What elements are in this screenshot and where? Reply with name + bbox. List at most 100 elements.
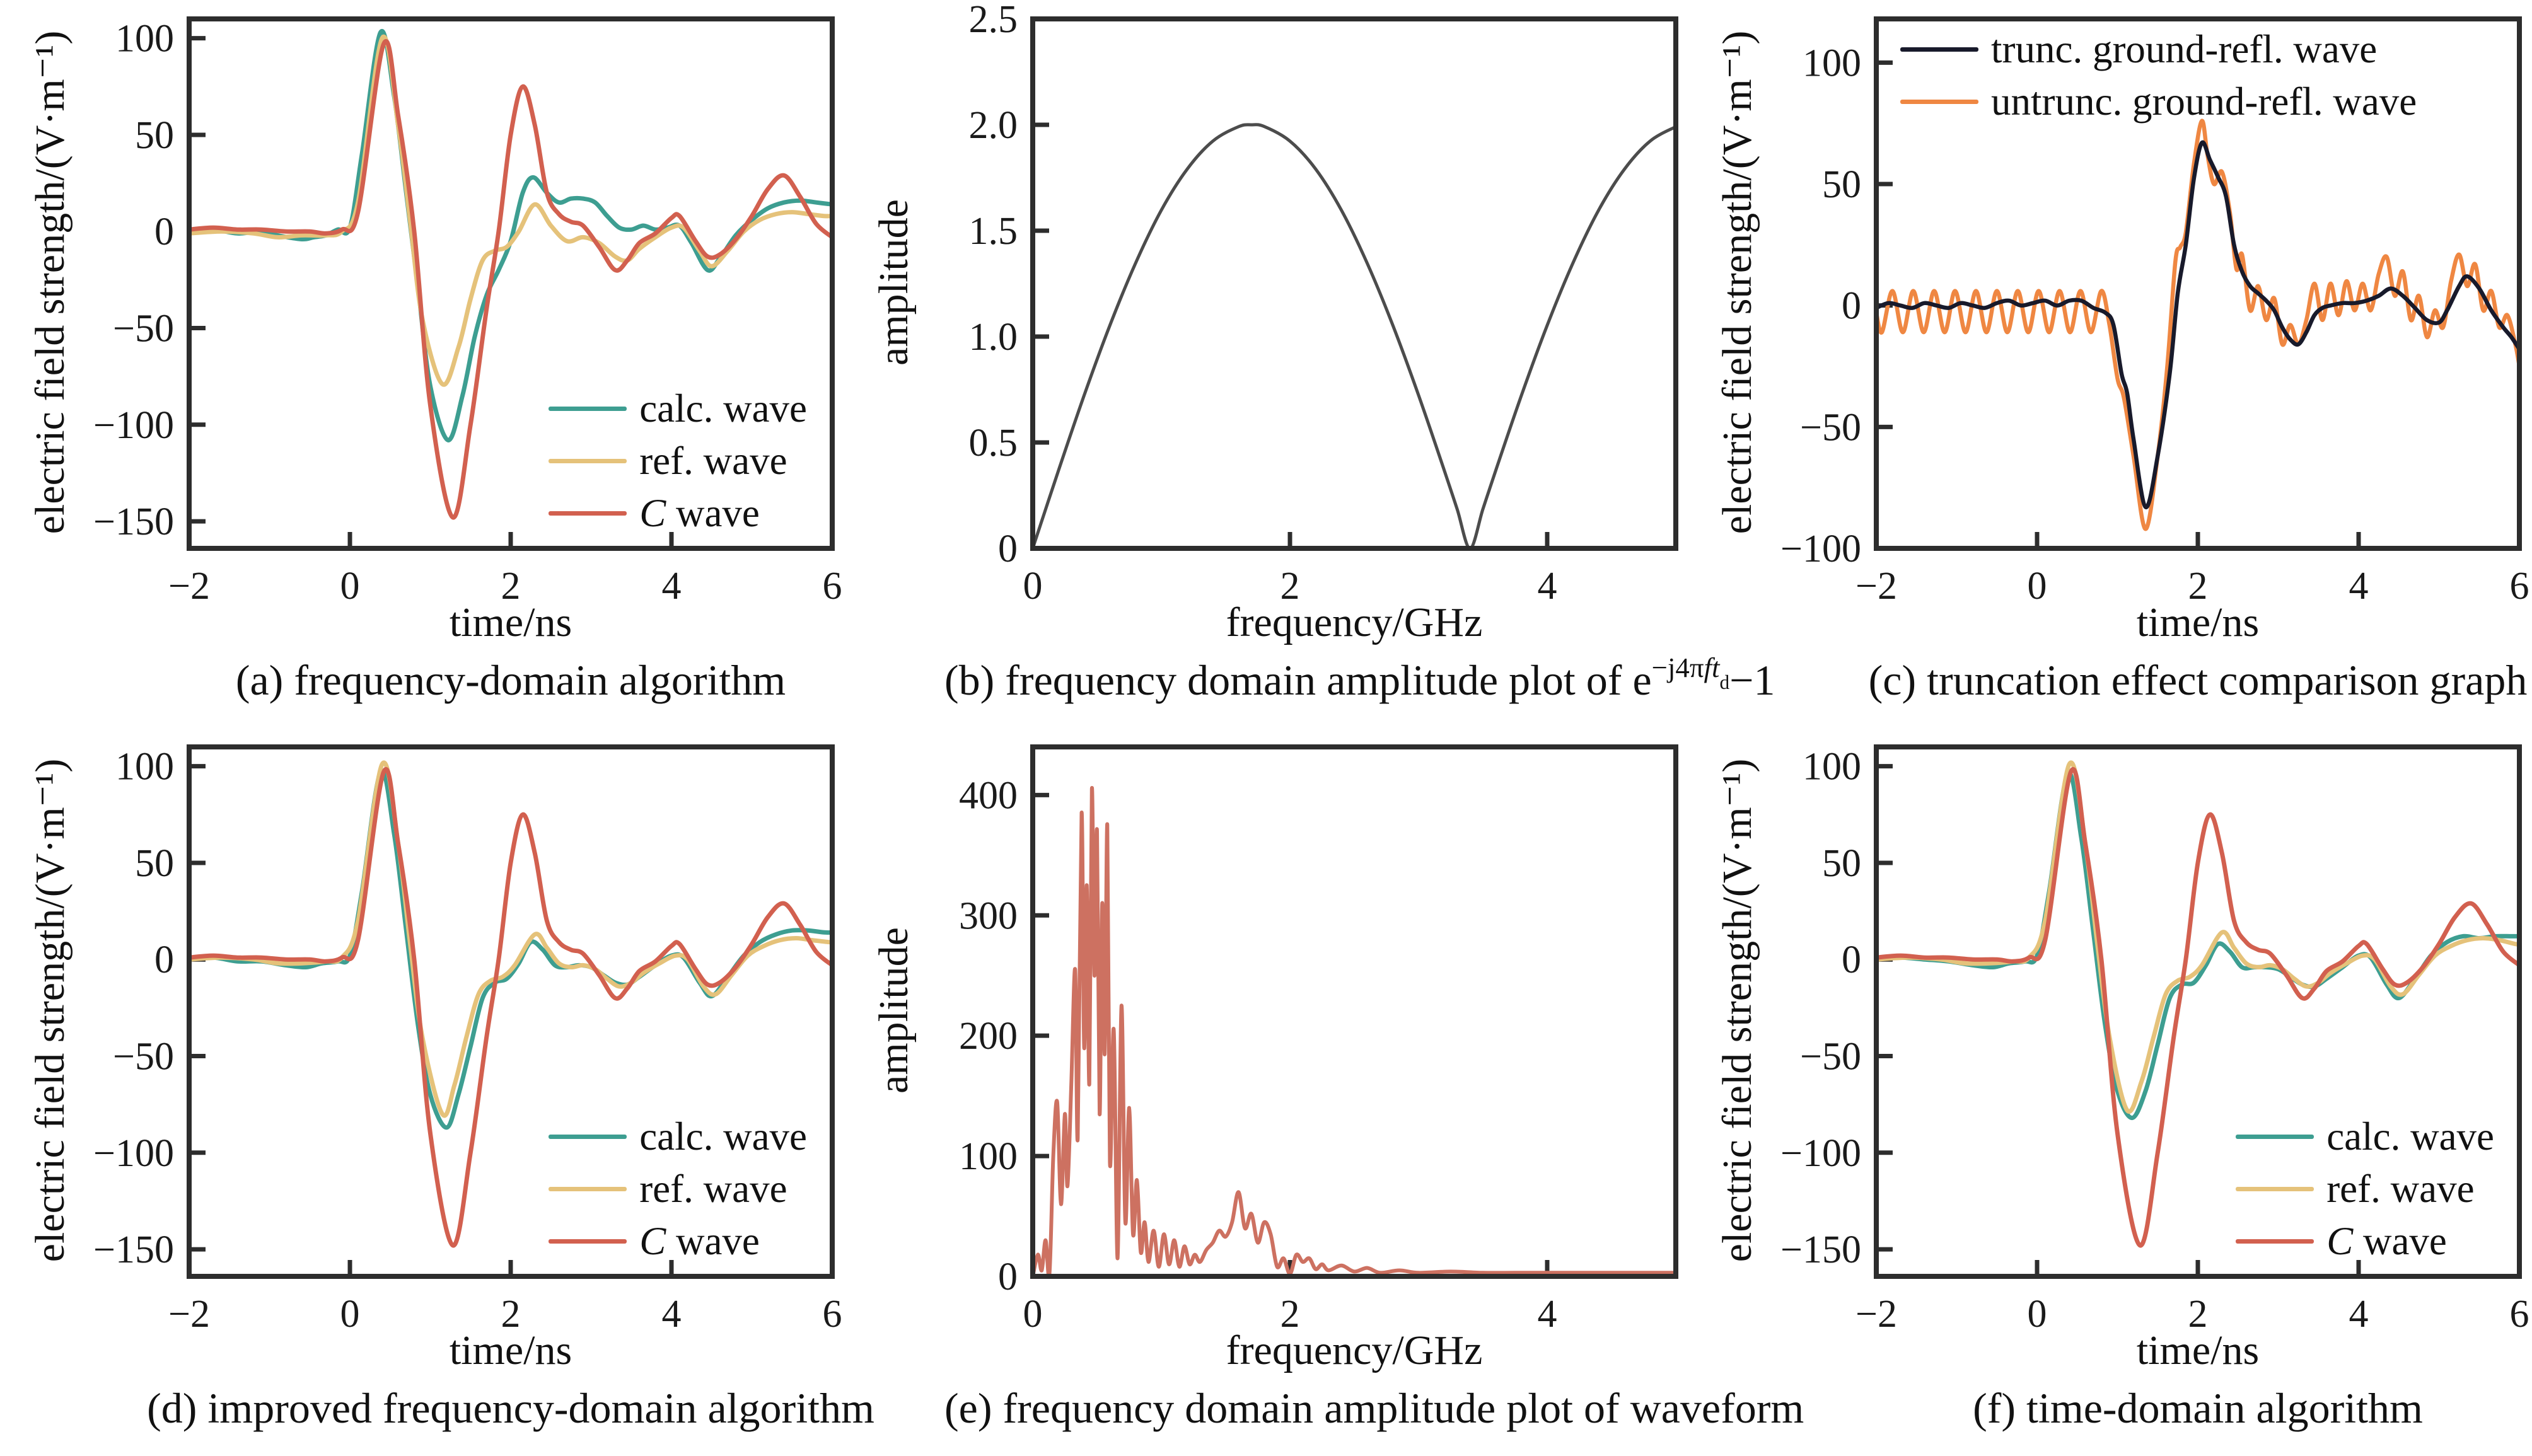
legend-entry: C wave — [549, 490, 760, 536]
legend-label: trunc. ground-refl. wave — [1991, 26, 2377, 72]
svg-text:2: 2 — [1281, 565, 1300, 608]
subplot-f: −2 0 2 4 6 100 50 0 −50 −100 −150 electric field s… — [1687, 728, 2531, 1456]
rich-text-segment: ref. wave — [639, 439, 787, 483]
legend-line-swatch — [549, 511, 627, 516]
chart-canvas-e: 0 2 4 0 100 200 300 400 — [959, 744, 1678, 1336]
rich-text-segment: calc. wave — [639, 1114, 807, 1158]
legend-d: calc. wave ref. wave C wave — [549, 1114, 807, 1264]
legend-label: ref. wave — [2326, 1166, 2474, 1212]
svg-text:−50: −50 — [113, 1036, 174, 1078]
rich-text-segment: wave — [666, 1219, 760, 1263]
svg-text:300: 300 — [959, 894, 1018, 937]
rich-text-segment: calc. wave — [639, 386, 807, 430]
svg-text:−100: −100 — [93, 1132, 174, 1175]
chart-canvas-a: −2 0 2 4 6 100 50 0 −50 −100 −150 — [93, 16, 842, 608]
rich-text-segment: untrunc. ground-refl. wave — [1991, 79, 2417, 124]
rich-text-segment: wave — [666, 491, 760, 535]
svg-text:−100: −100 — [1780, 1132, 1861, 1175]
subplot-caption-b: (b) frequency domain amplitude plot of e… — [944, 652, 1775, 705]
legend-line-swatch — [2236, 1187, 2314, 1191]
svg-text:6: 6 — [823, 1293, 842, 1336]
svg-text:6: 6 — [2510, 565, 2529, 608]
x-axis-label-c: time/ns — [2136, 599, 2260, 645]
svg-text:0: 0 — [1842, 939, 1861, 981]
x-axis-label-b: frequency/GHz — [1226, 599, 1483, 645]
legend-line-swatch — [549, 407, 627, 411]
y-axis-label-b: amplitude — [871, 199, 917, 366]
svg-text:4: 4 — [2349, 565, 2369, 608]
legend-label: calc. wave — [639, 386, 807, 432]
svg-text:−100: −100 — [93, 404, 174, 447]
subplot-caption-e: (e) frequency domain amplitude plot of w… — [944, 1384, 1804, 1432]
legend-entry: C wave — [2236, 1218, 2447, 1264]
chart-canvas-d: −2 0 2 4 6 100 50 0 −50 −100 −150 — [93, 744, 842, 1336]
subplot-d: −2 0 2 4 6 100 50 0 −50 −100 −150 electric field s… — [0, 728, 874, 1456]
chart-canvas-c: −2 0 2 4 6 100 50 0 −50 −100 — [1780, 16, 2529, 608]
legend-entry: calc. wave — [549, 386, 807, 432]
chart-canvas-f: −2 0 2 4 6 100 50 0 −50 −100 −150 — [1780, 744, 2529, 1336]
subplot-caption-d: (d) improved frequency-domain algorithm — [147, 1384, 874, 1432]
svg-text:2: 2 — [501, 565, 521, 608]
x-axis-label-f: time/ns — [2136, 1327, 2260, 1373]
y-axis-label-a: electric field strength/(V·m⁻¹) — [27, 30, 73, 534]
svg-text:0: 0 — [2028, 1293, 2047, 1336]
svg-text:−100: −100 — [1780, 528, 1861, 570]
legend-a: calc. wave ref. wave C wave — [549, 386, 807, 536]
svg-text:−50: −50 — [1800, 1036, 1861, 1078]
svg-text:100: 100 — [1803, 42, 1861, 84]
y-axis-label-f: electric field strength/(V·m⁻¹) — [1714, 758, 1760, 1262]
y-axis-label-e: amplitude — [871, 927, 917, 1094]
svg-text:0.5: 0.5 — [969, 422, 1018, 465]
subplot-c: −2 0 2 4 6 100 50 0 −50 −100 electric field stren… — [1687, 0, 2531, 728]
svg-text:0: 0 — [1023, 565, 1043, 608]
legend-line-swatch — [1900, 100, 1978, 104]
svg-text:100: 100 — [115, 746, 174, 789]
svg-text:0: 0 — [998, 1256, 1018, 1298]
svg-text:50: 50 — [1822, 163, 1861, 206]
subplot-caption-a: (a) frequency-domain algorithm — [235, 656, 786, 704]
legend-line-swatch — [2236, 1135, 2314, 1139]
legend-label: C wave — [639, 1218, 760, 1264]
svg-text:100: 100 — [115, 18, 174, 61]
legend-label: untrunc. ground-refl. wave — [1991, 79, 2417, 125]
legend-entry: calc. wave — [549, 1114, 807, 1160]
svg-text:4: 4 — [1538, 1293, 1557, 1336]
svg-text:2.5: 2.5 — [969, 0, 1018, 41]
rich-text-segment: −1 — [1729, 656, 1775, 704]
svg-text:4: 4 — [1538, 565, 1557, 608]
legend-line-swatch — [1900, 47, 1978, 52]
svg-text:0: 0 — [340, 565, 360, 608]
legend-label: calc. wave — [639, 1114, 807, 1160]
svg-text:6: 6 — [2510, 1293, 2529, 1336]
legend-entry: ref. wave — [2236, 1166, 2475, 1212]
y-axis-label-c: electric field strength/(V·m⁻¹) — [1714, 30, 1760, 534]
legend-entry: C wave — [549, 1218, 760, 1264]
svg-text:4: 4 — [2349, 1293, 2369, 1336]
legend-label: C wave — [2326, 1218, 2447, 1264]
subplot-caption-c: (c) truncation effect comparison graph — [1868, 656, 2528, 704]
rich-text-segment: d — [1719, 671, 1730, 694]
svg-text:−2: −2 — [1855, 565, 1897, 608]
legend-entry: calc. wave — [2236, 1114, 2494, 1160]
svg-text:−2: −2 — [168, 1293, 210, 1336]
x-axis-label-a: time/ns — [449, 599, 572, 645]
svg-text:0: 0 — [1023, 1293, 1043, 1336]
svg-text:0: 0 — [998, 528, 1018, 570]
svg-text:6: 6 — [823, 565, 842, 608]
svg-text:50: 50 — [135, 114, 174, 157]
svg-text:100: 100 — [1803, 746, 1861, 789]
legend-line-swatch — [549, 1135, 627, 1139]
x-axis-label-d: time/ns — [449, 1327, 572, 1373]
legend-line-swatch — [2236, 1239, 2314, 1244]
svg-text:0: 0 — [154, 939, 174, 981]
subplot-b: 0 2 4 0 0.5 1.0 1.5 2.0 2.5 amplitude frequency/… — [844, 0, 1775, 728]
rich-text-segment: C — [2326, 1219, 2354, 1263]
subplot-a: −2 0 2 4 6 100 50 0 −50 −100 −150 electric field s… — [0, 0, 844, 728]
legend-entry: ref. wave — [549, 438, 787, 484]
rich-text-segment: ref. wave — [639, 1167, 787, 1211]
svg-text:−50: −50 — [113, 308, 174, 350]
svg-text:2: 2 — [2188, 565, 2208, 608]
svg-text:100: 100 — [959, 1135, 1018, 1178]
y-axis-label-d: electric field strength/(V·m⁻¹) — [27, 758, 73, 1262]
